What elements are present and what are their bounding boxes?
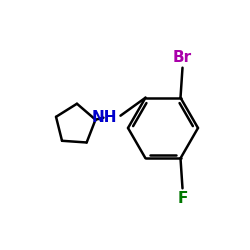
Text: NH: NH [92, 110, 118, 125]
Text: F: F [177, 191, 188, 206]
Text: Br: Br [173, 50, 192, 65]
